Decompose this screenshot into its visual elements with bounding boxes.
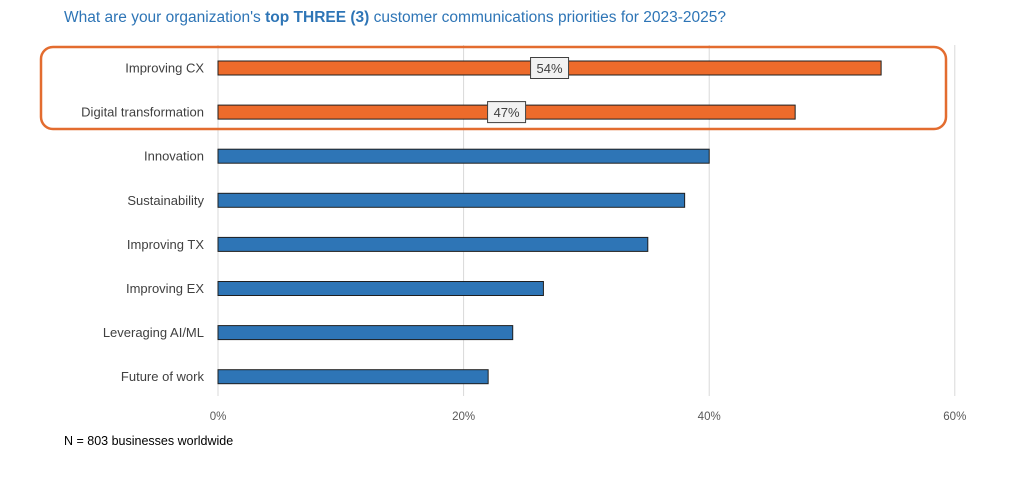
data-label-box: [487, 101, 527, 124]
category-label: Digital transformation: [81, 105, 204, 120]
data-label: 47%: [494, 105, 520, 120]
x-tick-label: 20%: [452, 411, 475, 423]
category-label: Improving EX: [126, 281, 204, 296]
data-label-box: [530, 57, 570, 79]
bar: [217, 236, 649, 252]
x-tick-label: 40%: [698, 411, 721, 423]
category-label: Improving CX: [125, 61, 204, 76]
bar: [217, 148, 710, 164]
title-prefix: What are your organization's: [64, 9, 266, 26]
chart-title: What are your organization's top THREE (…: [64, 9, 726, 27]
highlight-frame: [39, 45, 948, 131]
category-label: Innovation: [144, 149, 204, 164]
bar: [217, 281, 544, 296]
sample-size-note: N = 803 businesses worldwide: [64, 434, 234, 448]
bar: [217, 369, 489, 385]
x-tick-label: 0%: [210, 411, 227, 423]
title-emphasis: top THREE (3): [265, 9, 370, 26]
data-label: 54%: [537, 61, 563, 76]
category-label: Sustainability: [127, 193, 204, 208]
bar: [217, 192, 686, 208]
category-label: Leveraging AI/ML: [103, 325, 204, 340]
category-label: Future of work: [121, 369, 205, 384]
category-label: Improving TX: [127, 237, 204, 252]
bar: [217, 325, 514, 341]
title-suffix: customer communications priorities for 2…: [369, 9, 726, 26]
x-tick-label: 60%: [943, 411, 966, 423]
